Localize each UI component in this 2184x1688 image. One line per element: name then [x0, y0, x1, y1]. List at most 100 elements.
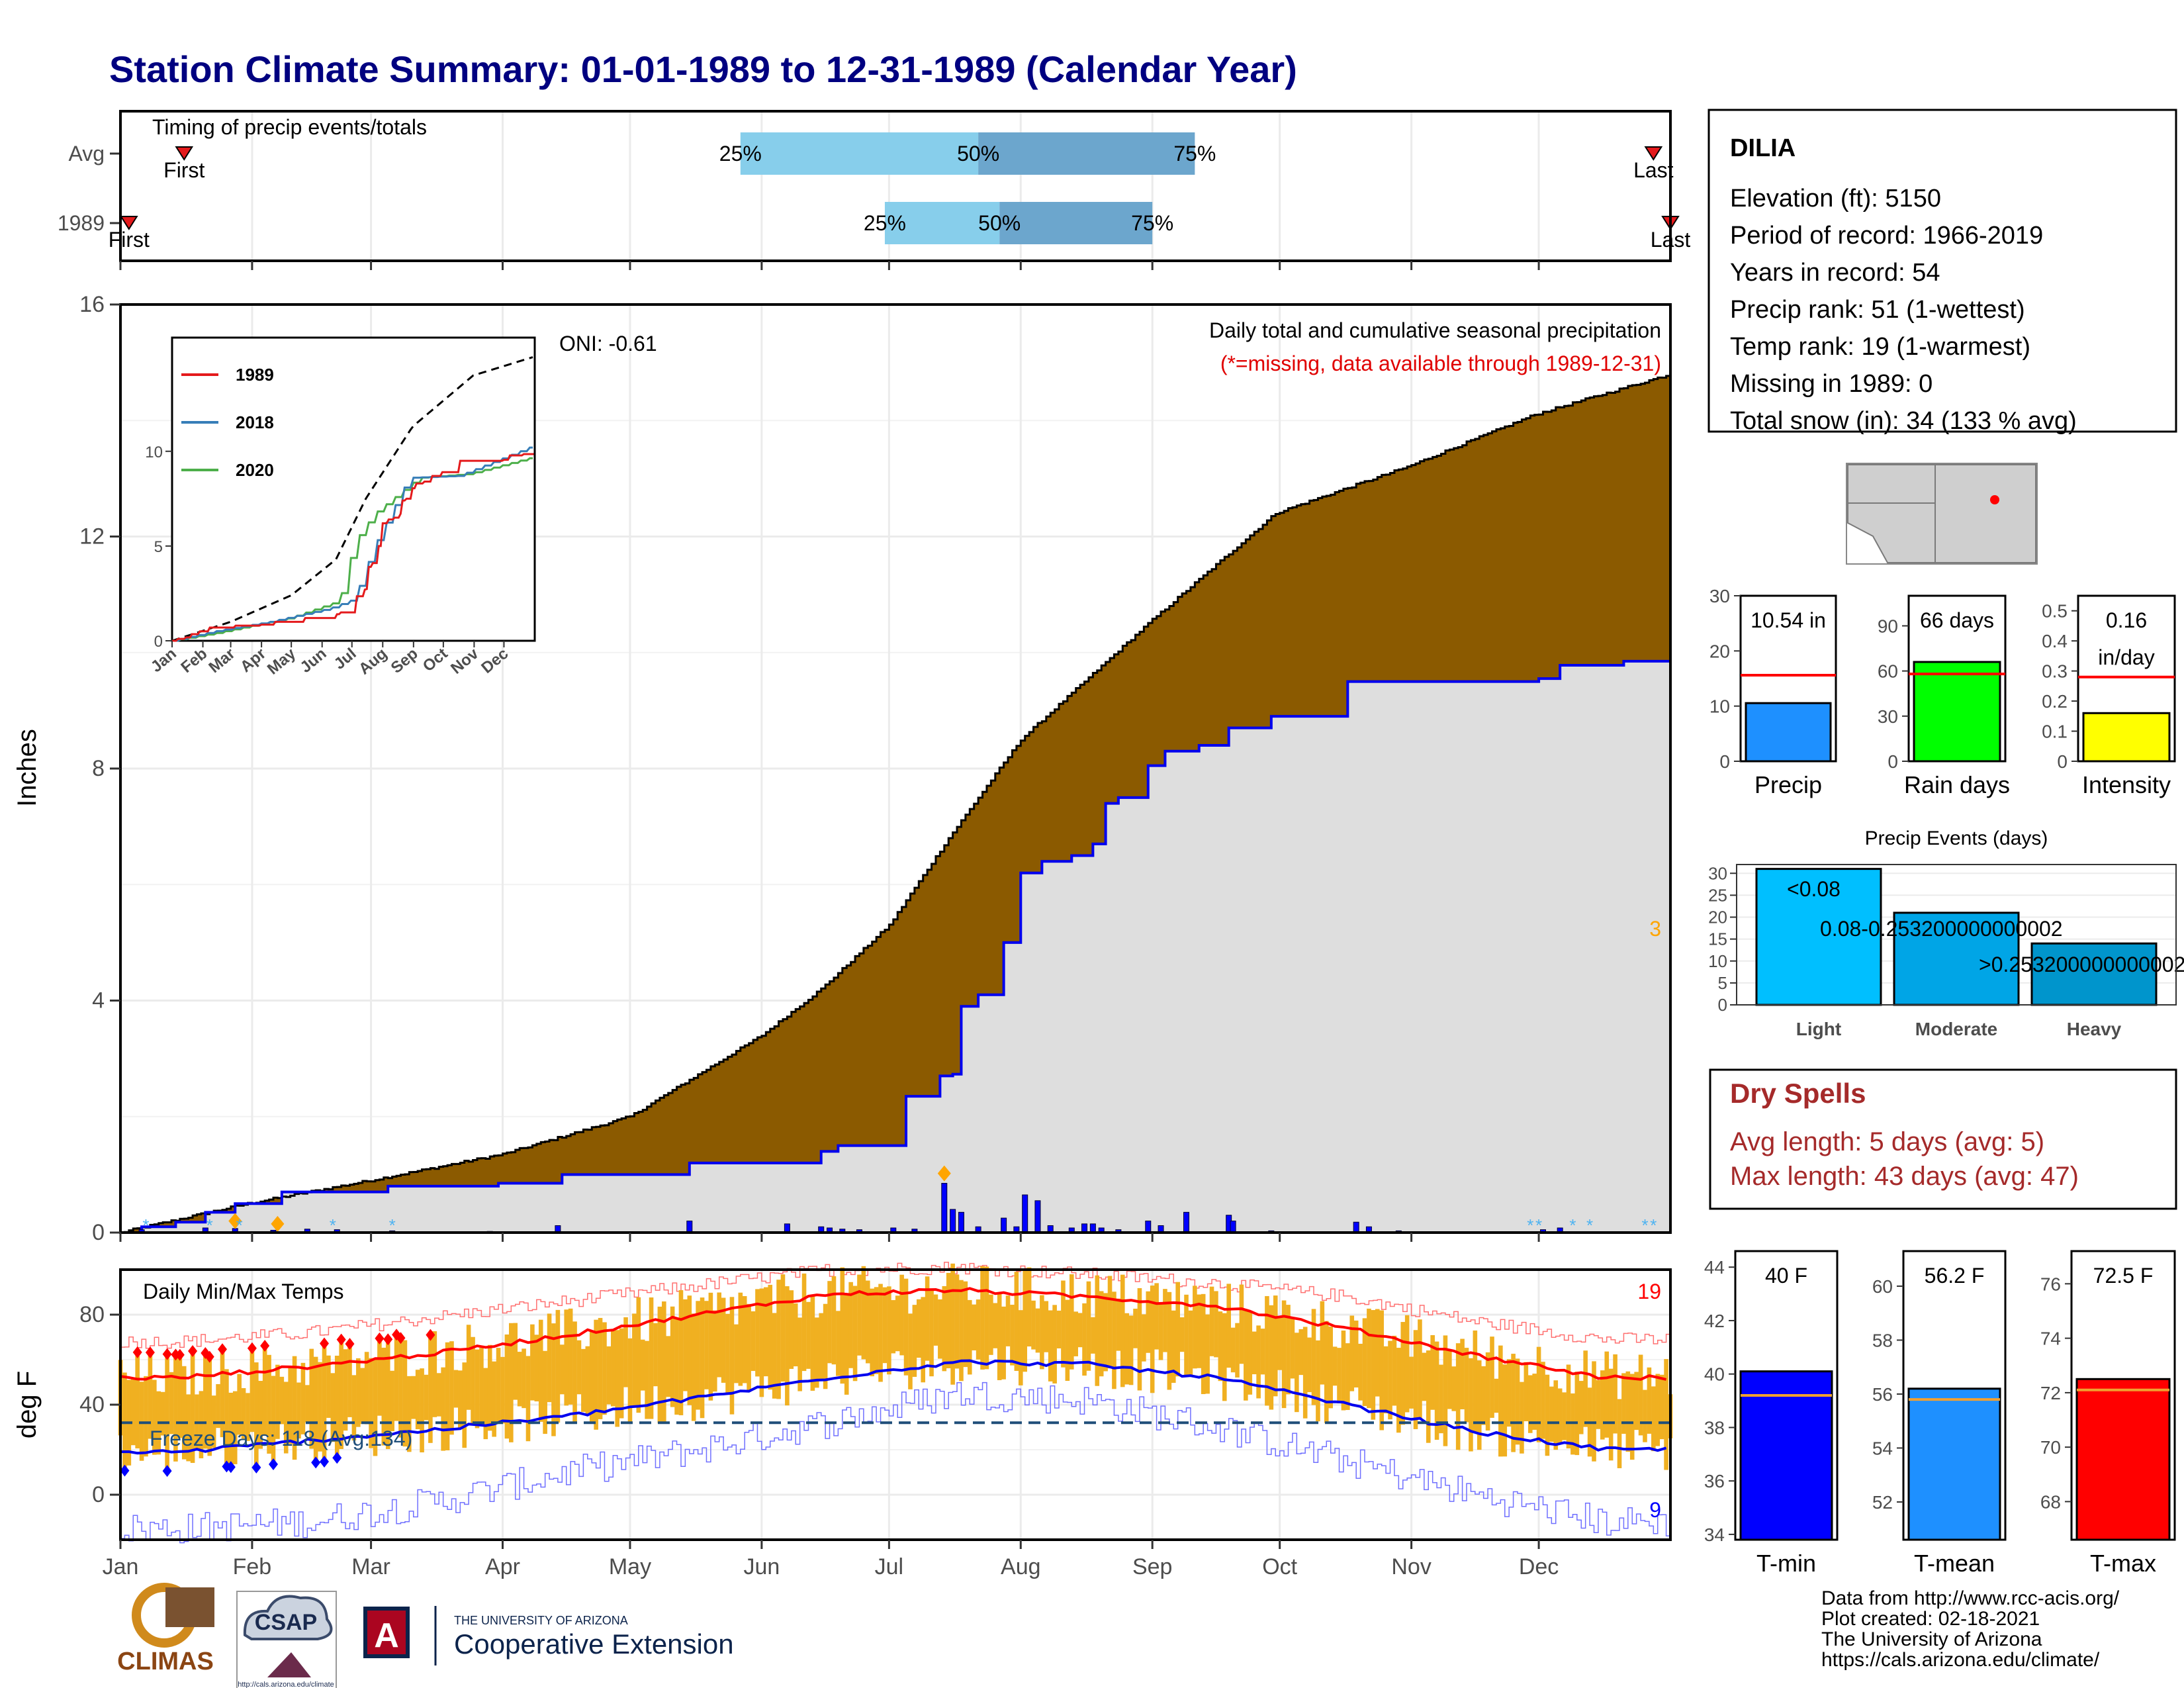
daily-temp-bar	[1328, 1326, 1333, 1409]
temp-xtick-label: Jun	[743, 1554, 780, 1579]
daily-temp-bar	[424, 1374, 429, 1421]
precip-ytick-label: 12	[79, 524, 105, 549]
summary-bar-ytick-label: 60	[1878, 661, 1898, 682]
daily-temp-bar	[683, 1299, 688, 1391]
daily-temp-bar	[1469, 1358, 1473, 1452]
cold-day-marker	[226, 1461, 236, 1474]
daily-temp-bar	[483, 1368, 488, 1440]
daily-temp-bar	[411, 1376, 416, 1419]
daily-temp-bar	[912, 1305, 917, 1377]
daily-temp-bar	[632, 1313, 637, 1408]
summary-bar-ytick-label: 0.5	[2042, 601, 2068, 622]
daily-precip-bar	[950, 1209, 956, 1233]
daily-temp-bar	[700, 1297, 705, 1419]
daily-temp-bar	[216, 1383, 220, 1429]
daily-temp-bar	[623, 1317, 628, 1387]
daily-temp-bar	[895, 1295, 900, 1352]
daily-temp-bar	[1214, 1291, 1218, 1358]
daily-temp-bar	[619, 1328, 624, 1419]
daily-temp-bar	[492, 1361, 496, 1437]
observed-cumulative-line	[120, 621, 1672, 1234]
daily-temp-bar	[1052, 1305, 1057, 1384]
daily-temp-bar	[1142, 1314, 1146, 1362]
daily-temp-bar	[1273, 1295, 1278, 1397]
daily-temp-bar	[432, 1331, 437, 1417]
daily-temp-bar	[721, 1297, 726, 1383]
daily-temp-bar	[1592, 1361, 1596, 1462]
dry-avg-length: Avg length: 5 days (avg: 5)	[1730, 1127, 2044, 1156]
daily-precip-bar	[1022, 1194, 1028, 1233]
daily-temp-bar	[602, 1322, 607, 1415]
daily-temp-bar	[1082, 1303, 1087, 1376]
daily-temp-bar	[747, 1303, 751, 1392]
daily-temp-bar	[509, 1323, 514, 1442]
daily-temp-bar	[810, 1295, 815, 1391]
dry-spells-box	[1709, 1068, 2177, 1210]
temp-bar-t-min	[1739, 1370, 1833, 1541]
daily-temp-bar	[1133, 1308, 1138, 1348]
daily-temp-bar	[581, 1348, 586, 1412]
ua-small-text: THE UNIVERSITY OF ARIZONA	[454, 1614, 628, 1627]
temp-ytick-label: 0	[92, 1482, 105, 1507]
daily-temp-bar	[445, 1342, 450, 1450]
summary-bar-ytick-label: 0.3	[2042, 661, 2068, 682]
timing-pct-label: 75%	[1131, 211, 1173, 235]
daily-temp-bar	[751, 1311, 756, 1372]
daily-temp-bar	[313, 1356, 318, 1463]
daily-temp-bar	[636, 1297, 641, 1413]
daily-temp-bar	[819, 1313, 824, 1382]
daily-temp-bar	[950, 1263, 955, 1385]
hot-day-marker	[260, 1339, 270, 1352]
precip-ytick-label: 16	[79, 292, 105, 317]
daily-temp-bar	[993, 1303, 998, 1348]
hot-day-marker	[162, 1348, 172, 1360]
daily-temp-bar	[1298, 1329, 1304, 1376]
daily-temp-bar	[704, 1301, 709, 1389]
daily-temp-bar	[356, 1358, 361, 1427]
summary-bar-label: Precip	[1754, 771, 1822, 798]
daily-temp-bar	[462, 1362, 467, 1448]
temp-xtick-label: Apr	[485, 1554, 520, 1579]
daily-temp-bar	[1392, 1335, 1397, 1406]
ua-logo-letter: A	[374, 1617, 399, 1655]
timing-pct-label: 25%	[719, 142, 762, 165]
daily-temp-bar	[645, 1340, 649, 1419]
csap-cloud-icon	[243, 1595, 333, 1640]
timing-marker	[1644, 146, 1663, 161]
daily-temp-bar	[152, 1380, 157, 1455]
daily-temp-bar	[135, 1352, 140, 1449]
station-name: DILIA	[1730, 134, 1796, 162]
daily-temp-bar	[326, 1355, 331, 1418]
daily-temp-bar	[1197, 1294, 1202, 1368]
daily-temp-bar	[755, 1289, 760, 1377]
max-precip-marker	[937, 1165, 951, 1182]
station-info-line: Total snow (in): 34 (133 % avg)	[1730, 407, 2077, 435]
daily-temp-bar	[283, 1382, 289, 1454]
daily-temp-bar	[844, 1293, 849, 1395]
daily-temp-bar	[1086, 1281, 1091, 1371]
daily-temp-bar	[1396, 1348, 1401, 1433]
daily-temp-bar	[1557, 1388, 1563, 1444]
daily-temp-bar	[1409, 1356, 1414, 1409]
daily-temp-bar	[568, 1308, 573, 1405]
daily-temp-bar	[1353, 1320, 1359, 1388]
daily-temp-bar	[1010, 1305, 1015, 1366]
daily-temp-bar	[1549, 1386, 1554, 1442]
daily-temp-bar	[385, 1339, 390, 1450]
daily-temp-bar	[1617, 1399, 1622, 1468]
daily-temp-bar	[1095, 1275, 1100, 1386]
temp-bar-ytick-label: 58	[1872, 1330, 1893, 1350]
daily-temp-bar	[1324, 1321, 1329, 1423]
timing-title: Timing of precip events/totals	[152, 115, 427, 139]
timing-marker	[175, 146, 194, 161]
daily-temp-bar	[369, 1358, 373, 1448]
hot-day-marker	[345, 1338, 355, 1350]
events-ytick-label: 10	[1708, 951, 1727, 971]
daily-temp-bar	[848, 1282, 853, 1368]
daily-temp-bar	[1447, 1350, 1452, 1409]
hot-day-marker	[205, 1350, 214, 1363]
snow-marker: *	[1535, 1215, 1542, 1235]
footer-credit-line: https://cals.arizona.edu/climate/	[1821, 1649, 2100, 1671]
station-info-line: Elevation (ft): 5150	[1730, 185, 1941, 212]
